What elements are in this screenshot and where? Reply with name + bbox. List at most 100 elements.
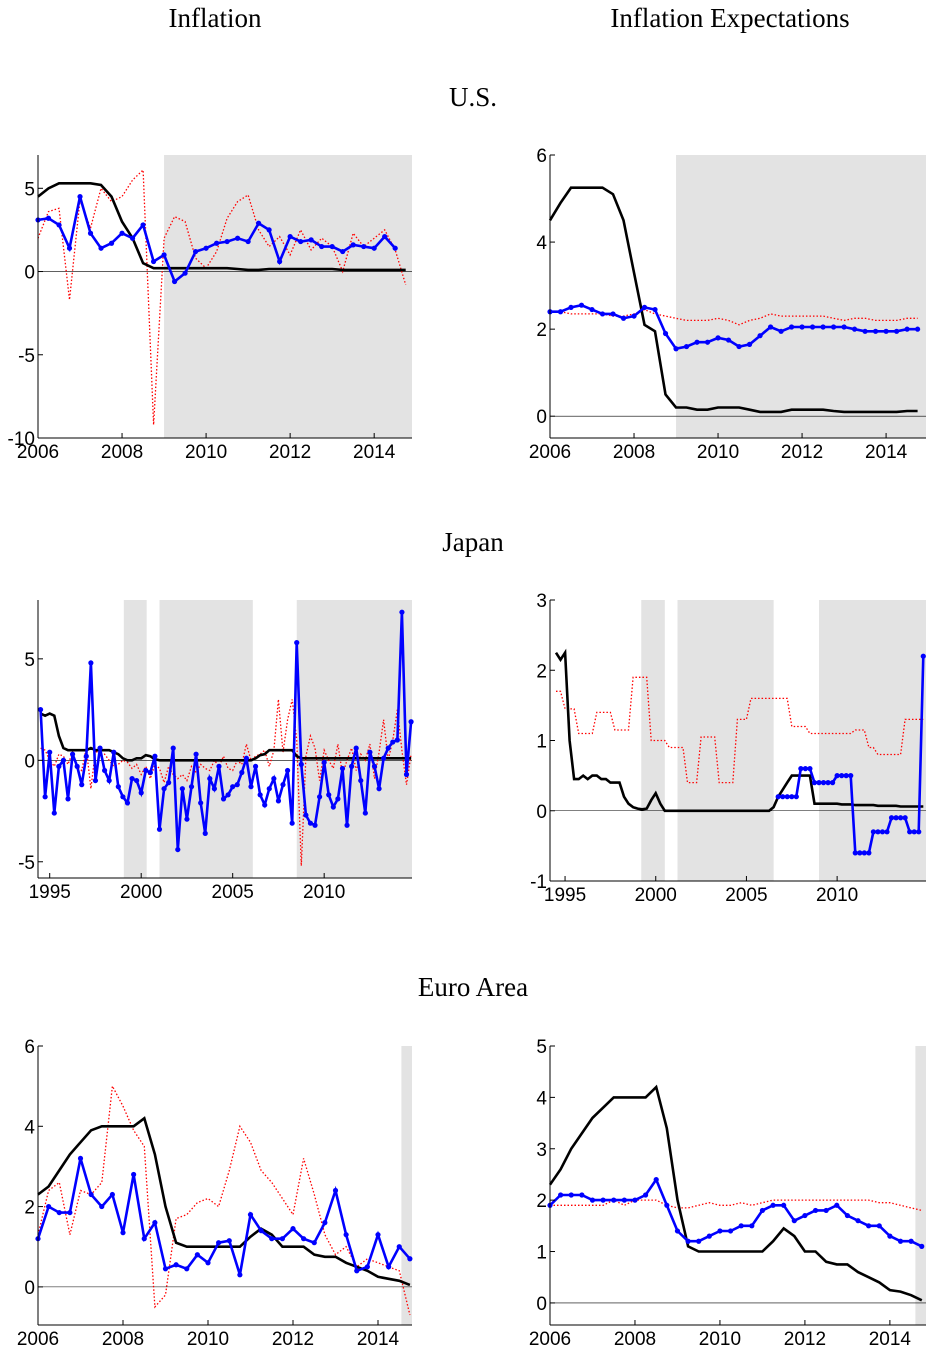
point xyxy=(353,745,359,751)
point xyxy=(399,609,405,615)
point xyxy=(266,786,272,792)
x-tick-label: 2005 xyxy=(212,882,254,903)
point xyxy=(704,339,711,345)
point xyxy=(171,278,178,285)
y-tick-label: 0 xyxy=(24,751,35,772)
point xyxy=(150,258,157,265)
point xyxy=(908,1238,914,1244)
point xyxy=(237,1272,243,1278)
x-tick-label: 2008 xyxy=(614,1329,656,1350)
point xyxy=(161,786,167,792)
series-line xyxy=(37,168,407,425)
point xyxy=(184,1266,190,1272)
point xyxy=(108,240,115,246)
point xyxy=(124,800,131,806)
point xyxy=(408,719,414,725)
point xyxy=(641,304,648,310)
point xyxy=(205,1260,211,1266)
x-tick-label: 2010 xyxy=(303,882,345,903)
shaded-period xyxy=(296,600,412,878)
point xyxy=(642,1192,649,1198)
point xyxy=(56,763,62,769)
point xyxy=(778,328,784,334)
point xyxy=(97,745,103,751)
point xyxy=(816,780,822,786)
x-tick-label: 2014 xyxy=(869,1329,912,1350)
y-tick-label: -10 xyxy=(8,429,35,450)
point xyxy=(861,850,867,856)
point xyxy=(852,850,858,856)
point xyxy=(289,820,295,826)
y-tick-label: 3 xyxy=(536,591,547,612)
y-tick-label: 2 xyxy=(536,1191,547,1212)
point xyxy=(47,749,53,755)
point xyxy=(361,243,367,250)
series-line xyxy=(550,1199,922,1212)
point xyxy=(51,810,57,816)
point xyxy=(834,1202,840,1208)
point xyxy=(694,339,700,345)
point xyxy=(376,786,382,792)
point xyxy=(897,1238,904,1244)
point xyxy=(841,324,847,330)
point xyxy=(809,324,816,330)
shaded-period xyxy=(915,1046,926,1325)
point xyxy=(88,660,94,666)
point xyxy=(848,773,854,779)
point xyxy=(866,850,872,856)
point xyxy=(308,237,314,243)
y-tick-label: 4 xyxy=(536,1088,547,1109)
y-tick-label: 0 xyxy=(536,1294,547,1315)
point xyxy=(129,235,136,241)
shaded-period xyxy=(159,600,253,878)
point xyxy=(589,306,595,313)
x-tick-label: 2014 xyxy=(865,442,908,463)
point xyxy=(893,815,899,821)
point xyxy=(825,780,831,786)
x-tick-label: 2000 xyxy=(120,882,162,903)
point xyxy=(66,245,73,251)
x-tick-label: 2010 xyxy=(185,442,227,463)
point xyxy=(872,328,879,334)
point xyxy=(887,1233,893,1239)
point xyxy=(234,782,240,788)
series-line xyxy=(37,1116,411,1287)
point xyxy=(674,1228,681,1234)
point xyxy=(811,780,818,786)
point xyxy=(898,815,904,821)
point xyxy=(875,829,881,835)
point xyxy=(60,757,67,763)
point xyxy=(256,220,262,226)
point xyxy=(920,653,926,659)
point xyxy=(131,1171,137,1178)
point xyxy=(851,326,858,332)
point xyxy=(170,745,176,751)
point xyxy=(83,753,89,759)
series-line xyxy=(37,182,406,272)
x-tick-label: 2014 xyxy=(357,1329,400,1350)
point xyxy=(106,777,112,784)
point xyxy=(902,815,908,821)
point xyxy=(855,1218,861,1224)
y-tick-label: 3 xyxy=(536,1140,547,1161)
point xyxy=(294,640,300,646)
point xyxy=(216,763,222,769)
point xyxy=(269,1236,275,1242)
point xyxy=(557,309,564,315)
point xyxy=(611,1197,617,1203)
shaded-period xyxy=(401,1046,412,1325)
point xyxy=(884,829,890,835)
point xyxy=(111,749,117,755)
point xyxy=(802,766,808,772)
point xyxy=(166,780,172,786)
point xyxy=(820,780,827,786)
point xyxy=(194,1252,200,1258)
point xyxy=(115,784,121,790)
point xyxy=(37,706,44,713)
point xyxy=(298,238,304,245)
point xyxy=(326,792,332,798)
x-tick-label: 2006 xyxy=(17,1329,59,1350)
x-tick-label: 2006 xyxy=(529,1329,571,1350)
point xyxy=(829,780,836,786)
point xyxy=(876,1223,882,1229)
